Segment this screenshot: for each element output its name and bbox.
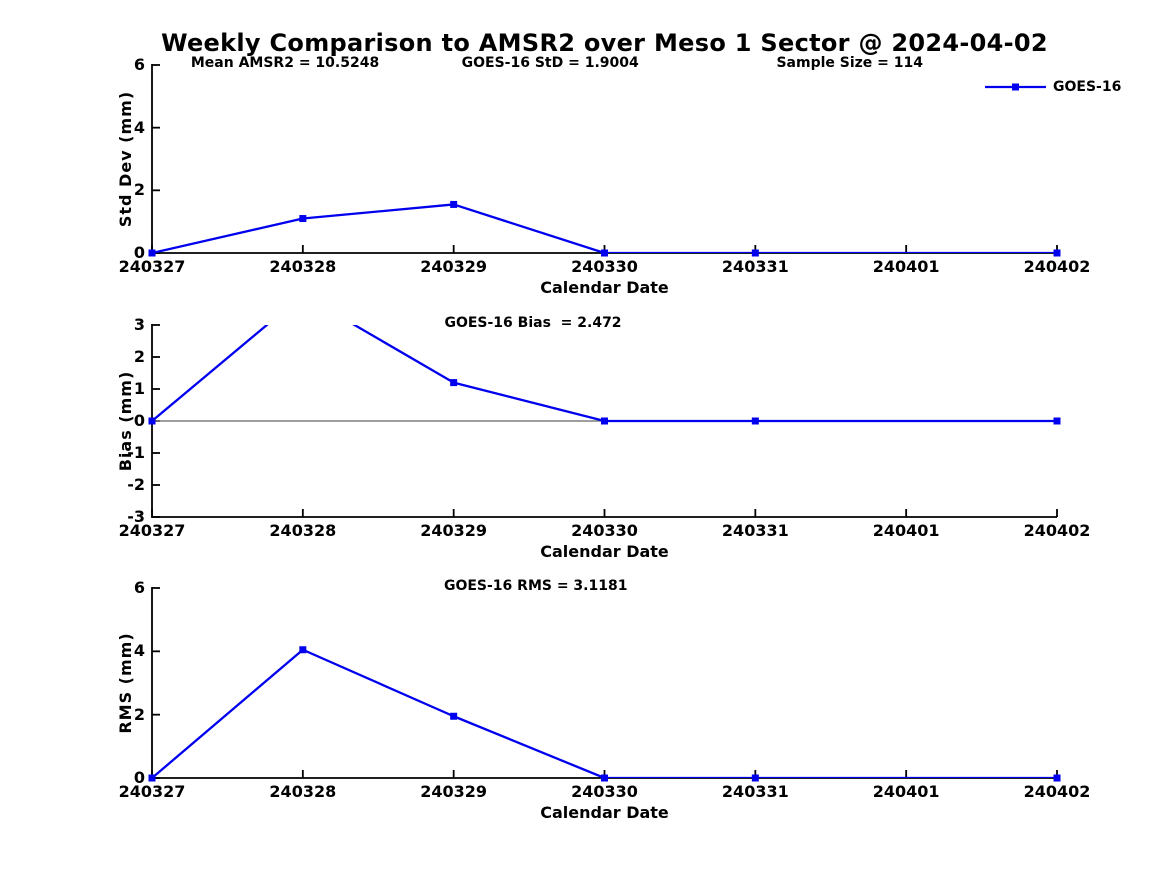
data-marker (148, 774, 156, 782)
data-marker (1053, 417, 1061, 425)
figure-title: Weekly Comparison to AMSR2 over Meso 1 S… (161, 29, 1048, 57)
data-marker (601, 417, 608, 425)
data-line-goes-16 (152, 325, 1057, 423)
data-marker (751, 249, 759, 257)
data-marker (148, 417, 156, 425)
data-line-goes-16 (152, 648, 1057, 778)
data-marker (751, 774, 759, 782)
data-marker (148, 249, 156, 257)
data-line-goes-16 (152, 203, 1057, 253)
data-marker (1053, 249, 1061, 257)
data-marker (450, 712, 458, 720)
legend-marker (1012, 83, 1019, 91)
data-marker (601, 249, 608, 257)
data-marker (751, 417, 759, 425)
data-marker (299, 646, 307, 654)
data-marker (450, 379, 458, 387)
data-marker (601, 774, 608, 782)
data-marker (299, 215, 307, 223)
data-marker (450, 200, 458, 208)
data-marker (1053, 774, 1061, 782)
